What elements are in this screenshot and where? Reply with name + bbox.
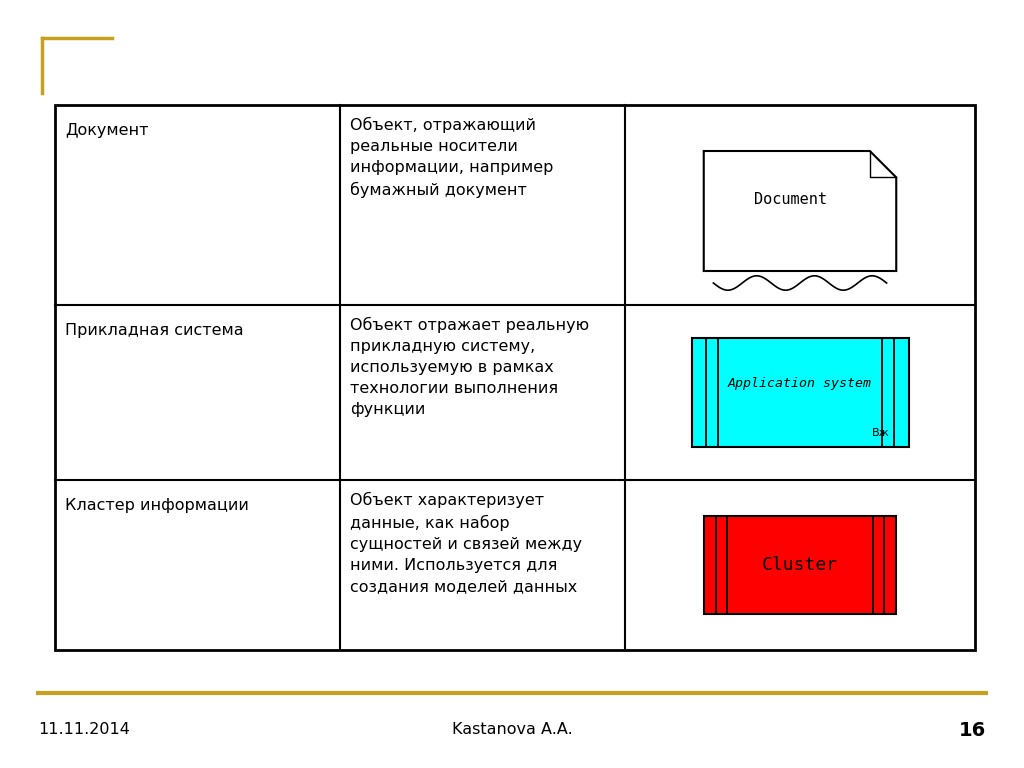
Text: Прикладная система: Прикладная система — [65, 323, 244, 338]
Text: Кластер информации: Кластер информации — [65, 498, 249, 513]
Bar — [703, 515, 896, 614]
Text: Kastanova A.A.: Kastanova A.A. — [452, 723, 572, 737]
Polygon shape — [703, 151, 896, 271]
Text: Объект характеризует
данные, как набор
сущностей и связей между
ними. Использует: Объект характеризует данные, как набор с… — [350, 492, 582, 594]
Text: 16: 16 — [958, 720, 986, 740]
Text: Application system: Application system — [728, 377, 872, 390]
Text: Вж: Вж — [871, 428, 890, 438]
Text: 11.11.2014: 11.11.2014 — [38, 723, 130, 737]
Bar — [691, 338, 908, 447]
Text: Cluster: Cluster — [762, 556, 838, 574]
Text: Документ: Документ — [65, 123, 148, 138]
Text: Объект, отражающий
реальные носители
информации, например
бумажный документ: Объект, отражающий реальные носители инф… — [350, 117, 553, 198]
Text: Объект отражает реальную
прикладную систему,
используемую в рамках
технологии вы: Объект отражает реальную прикладную сист… — [350, 317, 589, 417]
Text: Document: Document — [754, 191, 826, 207]
Bar — [55, 105, 975, 650]
